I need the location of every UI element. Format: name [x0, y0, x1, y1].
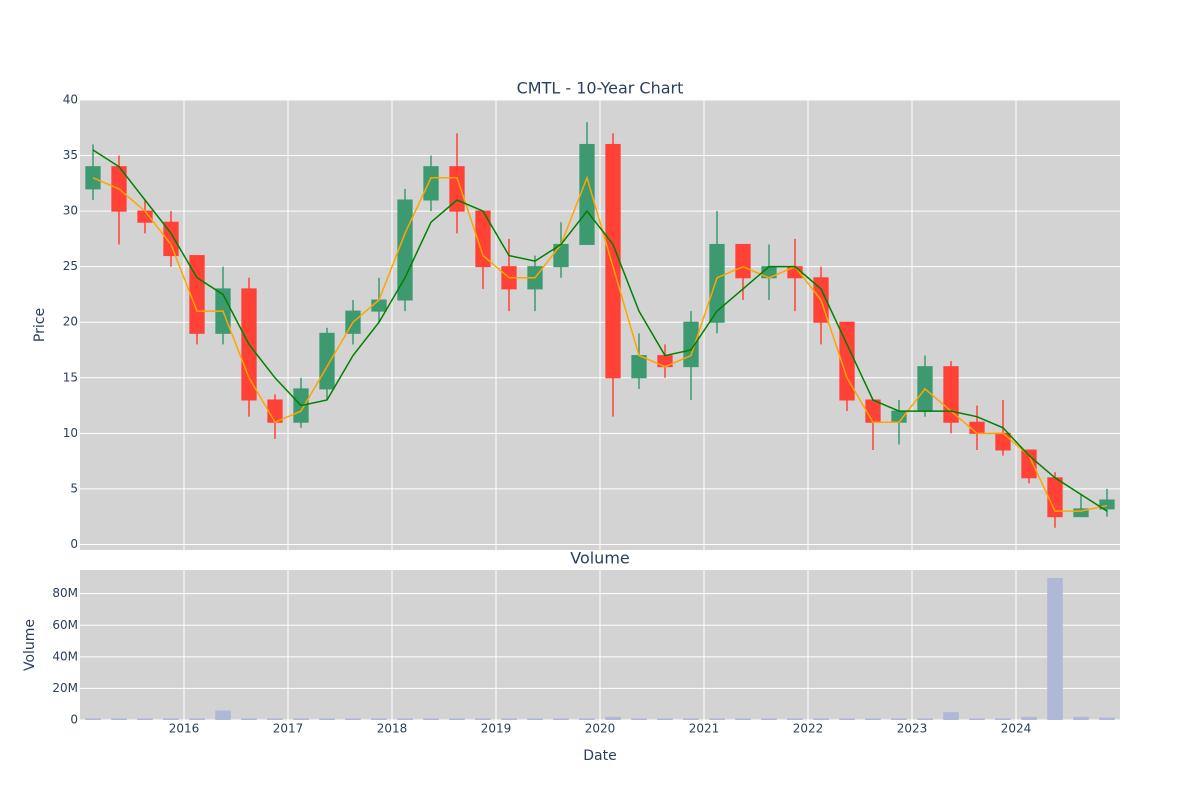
y-tick-label: 0: [70, 537, 78, 551]
moving-average-line: [92, 175, 1108, 512]
volume-bar: [995, 718, 1011, 720]
volume-bar: [501, 718, 517, 720]
volume-bar: [319, 718, 335, 720]
volume-bar: [241, 718, 257, 720]
candle-body: [267, 399, 283, 423]
volume-bar: [397, 718, 413, 720]
y-tick-label: 30: [63, 204, 78, 218]
candle-body: [995, 432, 1011, 451]
candle-body: [865, 399, 881, 423]
volume-bar: [891, 718, 907, 720]
volume-bar: [839, 718, 855, 720]
volume-bar: [709, 718, 725, 720]
y-tick-label: 25: [63, 259, 78, 273]
candle-body: [735, 243, 751, 279]
x-tick-label: 2016: [169, 722, 200, 736]
volume-bar: [579, 718, 595, 720]
volume-bar: [423, 718, 439, 720]
volume-bar: [345, 718, 361, 720]
y-tick-label: 10: [63, 426, 78, 440]
x-tick-label: 2019: [481, 722, 512, 736]
volume-bar: [137, 718, 153, 720]
volume-bar: [917, 718, 933, 720]
volume-bar: [787, 718, 803, 720]
candle-body: [631, 355, 647, 379]
volume-bar: [605, 716, 621, 720]
volume-bar: [1073, 716, 1089, 720]
volume-bar: [1099, 717, 1115, 720]
volume-bar: [163, 718, 179, 720]
chart-title: CMTL - 10-Year Chart: [517, 79, 684, 98]
candle-body: [1073, 508, 1089, 518]
volume-bar: [111, 718, 127, 720]
candle-body: [1099, 499, 1115, 510]
candle-body: [189, 255, 205, 334]
moving-average-line: [92, 149, 1108, 512]
volume-bar: [475, 718, 491, 720]
candle-body: [423, 166, 439, 201]
candle-body: [969, 421, 985, 434]
x-tick-label: 2021: [689, 722, 720, 736]
candle-body: [605, 143, 621, 379]
volume-bar: [813, 718, 829, 720]
candle-body: [163, 221, 179, 257]
x-tick-label: 2018: [377, 722, 408, 736]
y-axis-title: Price: [32, 308, 48, 342]
volume-title: Volume: [570, 549, 630, 568]
y-tick-label: 35: [63, 148, 78, 162]
y-tick-label: 40: [63, 93, 78, 107]
volume-bar: [449, 718, 465, 720]
volume-bar: [267, 718, 283, 720]
volume-bar: [85, 718, 101, 720]
x-tick-label: 2020: [585, 722, 616, 736]
x-tick-label: 2022: [793, 722, 824, 736]
candle-body: [683, 321, 699, 368]
volume-bar: [683, 718, 699, 720]
y-tick-label: 5: [70, 481, 78, 495]
volume-bar: [865, 718, 881, 720]
volume-bar: [215, 710, 231, 720]
y-tick-label: 20: [63, 315, 78, 329]
volume-bar: [761, 718, 777, 720]
y-tick-label: 40M: [52, 649, 78, 663]
volume-bar: [1021, 716, 1037, 720]
candle-body: [943, 366, 959, 423]
volume-bar: [371, 718, 387, 720]
volume-bar: [293, 718, 309, 720]
y-tick-label: 80M: [52, 586, 78, 600]
volume-bar: [1047, 577, 1063, 720]
volume-bar: [943, 712, 959, 720]
x-tick-label: 2024: [1001, 722, 1032, 736]
volume-axis-title: Volume: [22, 619, 38, 671]
volume-bar: [735, 718, 751, 720]
x-axis-title: Date: [583, 748, 616, 764]
candle-body: [371, 299, 387, 312]
volume-bar: [189, 718, 205, 720]
y-tick-label: 0: [70, 713, 78, 727]
volume-bar: [553, 718, 569, 720]
candle-body: [1021, 449, 1037, 479]
volume-bar: [527, 718, 543, 720]
candle-body: [709, 243, 725, 323]
volume-bar: [657, 718, 673, 720]
y-tick-label: 15: [63, 370, 78, 384]
y-tick-label: 60M: [52, 618, 78, 632]
x-tick-label: 2017: [273, 722, 304, 736]
volume-bar: [631, 718, 647, 720]
y-tick-label: 20M: [52, 681, 78, 695]
candle-body: [319, 332, 335, 390]
x-tick-label: 2023: [897, 722, 928, 736]
volume-bar: [969, 718, 985, 720]
